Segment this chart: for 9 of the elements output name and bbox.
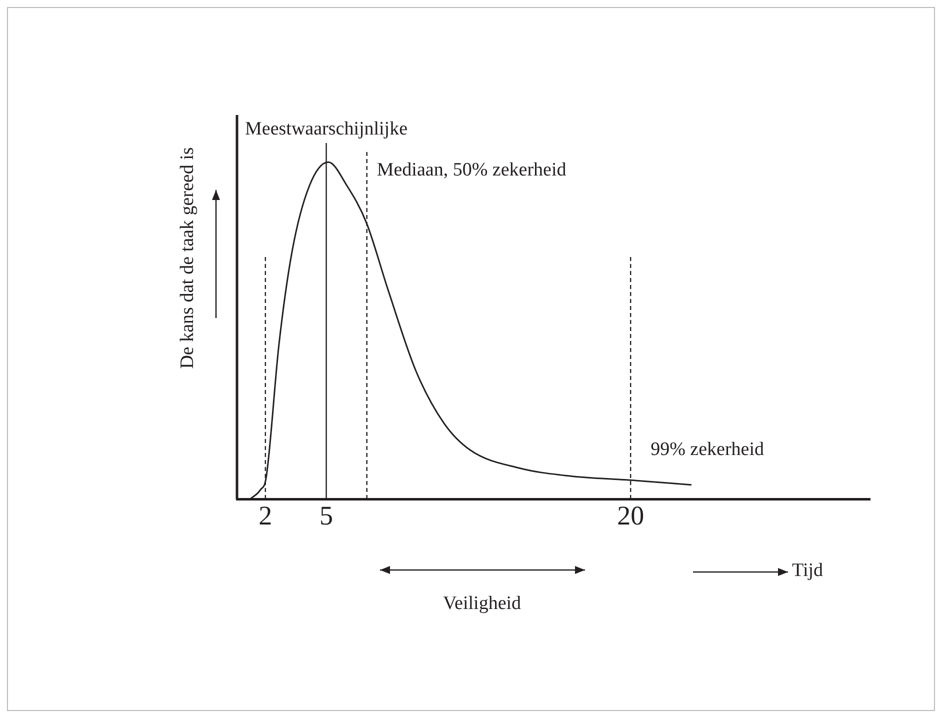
- x-tick-label: 2: [258, 500, 272, 530]
- x-tick-label: 5: [320, 500, 334, 530]
- x-axis-title: Tijd: [792, 560, 823, 582]
- ref-line-label: Meestwaarschijnlijke: [245, 118, 408, 140]
- ref-line-label: Mediaan, 50% zekerheid: [376, 159, 567, 180]
- x-tick-label: 20: [617, 500, 644, 530]
- y-axis-title: De kans dat de taak gereed is: [177, 147, 199, 369]
- annotation: 99% zekerheid: [650, 439, 765, 460]
- text: Veiligheid: [442, 593, 522, 615]
